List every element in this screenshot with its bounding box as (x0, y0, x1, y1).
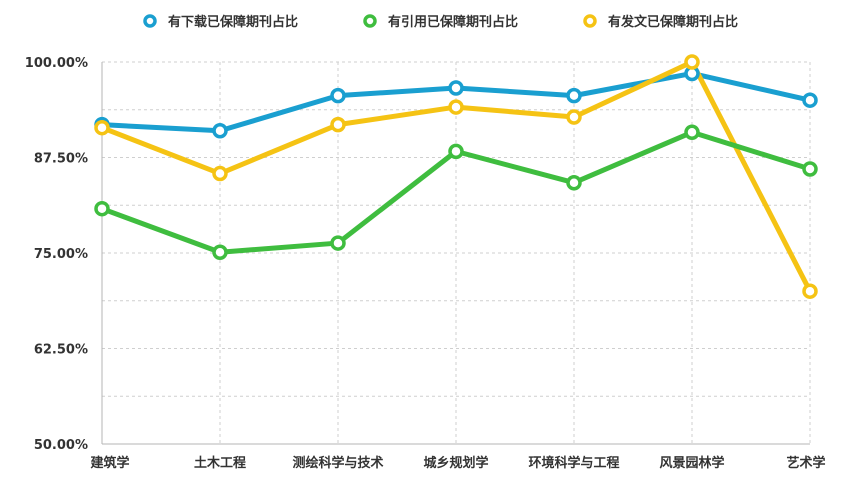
x-tick-label: 测绘科学与技术 (292, 455, 383, 471)
x-tick-label: 环境科学与工程 (528, 455, 619, 471)
y-tick-label: 62.50% (34, 343, 88, 358)
y-tick-label: 87.50% (34, 152, 88, 167)
data-point[interactable] (448, 80, 464, 96)
data-point[interactable] (448, 143, 464, 160)
data-point[interactable] (566, 109, 582, 125)
data-point[interactable] (330, 87, 346, 104)
x-tick-label: 土木工程 (194, 455, 246, 471)
legend-marker-icon (363, 14, 377, 28)
data-point[interactable] (566, 87, 582, 104)
legend-marker-icon (583, 14, 597, 28)
legend-label[interactable]: 有发文已保障期刊占比 (608, 14, 738, 30)
data-point[interactable] (212, 123, 228, 139)
legend: 有下载已保障期刊占比 有引用已保障期刊占比 有发文已保障期刊占比 (143, 14, 738, 30)
data-point[interactable] (94, 119, 110, 136)
data-point[interactable] (330, 235, 346, 251)
data-point[interactable] (684, 54, 700, 70)
series-group (94, 54, 818, 299)
data-point[interactable] (330, 116, 346, 133)
y-tick-label: 75.00% (34, 247, 88, 262)
y-tick-label: 100.00% (25, 56, 88, 71)
data-point[interactable] (684, 124, 700, 141)
x-tick-label: 城乡规划学 (423, 455, 488, 471)
data-point[interactable] (212, 244, 228, 260)
axes: 50.00% 62.50% 75.00% 87.50% 100.00% 建筑学 土木工程 测绘… (25, 56, 826, 471)
data-point[interactable] (94, 200, 110, 217)
legend-marker-icon (143, 14, 157, 28)
grid (102, 61, 811, 444)
data-point[interactable] (802, 161, 818, 177)
x-tick-label: 建筑学 (90, 455, 129, 471)
data-point[interactable] (566, 174, 582, 191)
legend-label[interactable]: 有下载已保障期刊占比 (168, 14, 298, 30)
data-point[interactable] (802, 283, 818, 299)
x-tick-label: 艺术学 (786, 455, 825, 471)
data-point[interactable] (802, 92, 818, 108)
y-tick-label: 50.00% (34, 438, 88, 453)
x-tick-label: 风景园林学 (659, 455, 724, 471)
data-point[interactable] (448, 99, 464, 115)
legend-label[interactable]: 有引用已保障期刊占比 (388, 14, 518, 30)
data-point[interactable] (212, 165, 228, 182)
